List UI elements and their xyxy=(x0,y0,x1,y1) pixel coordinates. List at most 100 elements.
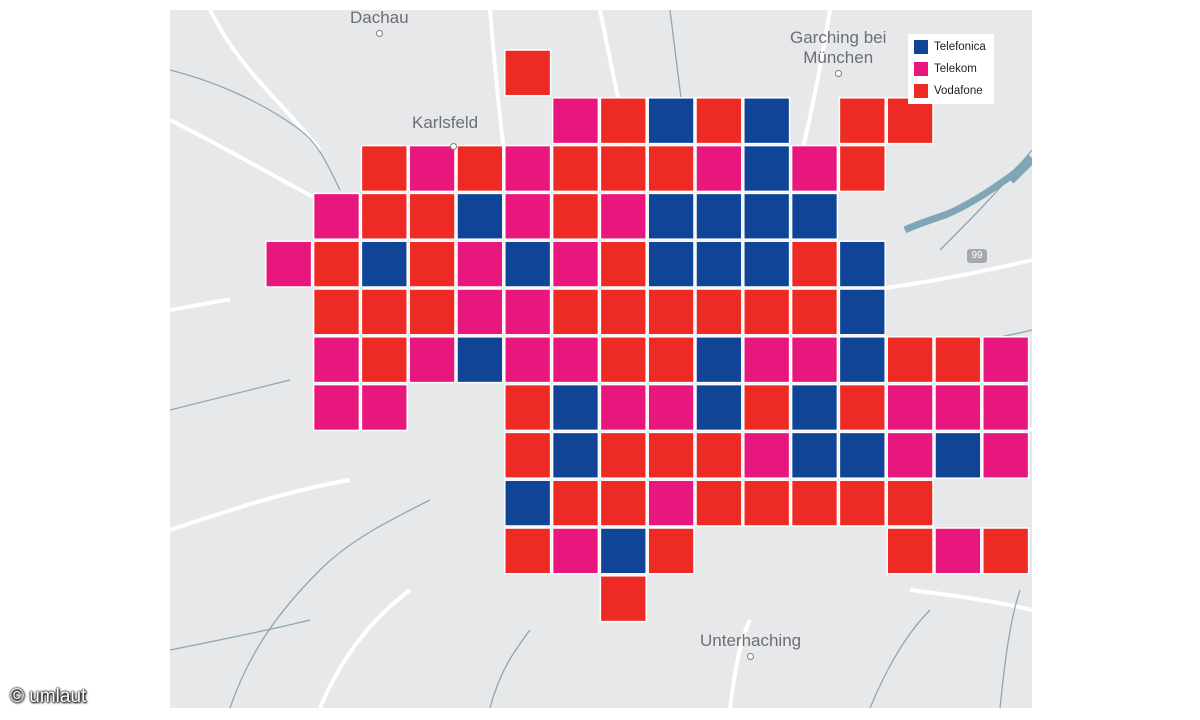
tile-vodafone[interactable] xyxy=(647,288,695,336)
tile-vodafone[interactable] xyxy=(408,192,456,240)
tile-telekom[interactable] xyxy=(934,527,982,575)
tile-vodafone[interactable] xyxy=(838,97,886,145)
tile-vodafone[interactable] xyxy=(360,336,408,384)
tile-vodafone[interactable] xyxy=(886,527,934,575)
tile-telekom[interactable] xyxy=(456,288,504,336)
tile-vodafone[interactable] xyxy=(312,240,361,288)
tile-telekom[interactable] xyxy=(312,336,361,384)
tile-vodafone[interactable] xyxy=(599,288,647,336)
tile-telefonica[interactable] xyxy=(360,240,408,288)
tile-telekom[interactable] xyxy=(599,192,647,240)
tile-vodafone[interactable] xyxy=(695,288,743,336)
tile-vodafone[interactable] xyxy=(934,336,982,384)
tile-vodafone[interactable] xyxy=(886,97,934,145)
tile-telekom[interactable] xyxy=(456,240,504,288)
tile-telefonica[interactable] xyxy=(504,479,552,527)
tile-telefonica[interactable] xyxy=(695,240,743,288)
tile-vodafone[interactable] xyxy=(599,575,647,623)
tile-vodafone[interactable] xyxy=(599,144,647,193)
tile-vodafone[interactable] xyxy=(838,383,886,432)
tile-telekom[interactable] xyxy=(886,383,934,432)
tile-telekom[interactable] xyxy=(743,336,791,384)
tile-vodafone[interactable] xyxy=(551,479,600,527)
tile-vodafone[interactable] xyxy=(790,288,839,336)
tile-telefonica[interactable] xyxy=(838,288,886,336)
tile-telefonica[interactable] xyxy=(647,240,695,288)
tile-vodafone[interactable] xyxy=(360,144,408,193)
tile-telefonica[interactable] xyxy=(456,336,504,384)
tile-vodafone[interactable] xyxy=(886,479,934,527)
tile-vodafone[interactable] xyxy=(743,479,791,527)
tile-vodafone[interactable] xyxy=(360,192,408,240)
tile-telekom[interactable] xyxy=(982,383,1030,432)
tile-vodafone[interactable] xyxy=(360,288,408,336)
map-view[interactable]: Dachau Garching bei München Karlsfeld Un… xyxy=(170,10,1032,708)
tile-vodafone[interactable] xyxy=(408,240,456,288)
tile-vodafone[interactable] xyxy=(312,288,361,336)
tile-telekom[interactable] xyxy=(408,144,456,193)
tile-telekom[interactable] xyxy=(647,479,695,527)
tile-vodafone[interactable] xyxy=(504,383,552,432)
tile-vodafone[interactable] xyxy=(599,336,647,384)
tile-telefonica[interactable] xyxy=(743,144,791,193)
tile-telefonica[interactable] xyxy=(790,192,839,240)
tile-telekom[interactable] xyxy=(790,144,839,193)
tile-telefonica[interactable] xyxy=(695,383,743,432)
tile-telefonica[interactable] xyxy=(456,192,504,240)
tile-telekom[interactable] xyxy=(647,383,695,432)
tile-telefonica[interactable] xyxy=(551,431,600,479)
tile-telefonica[interactable] xyxy=(838,240,886,288)
tile-telekom[interactable] xyxy=(551,240,600,288)
tile-vodafone[interactable] xyxy=(504,49,552,97)
tile-vodafone[interactable] xyxy=(551,144,600,193)
tile-telefonica[interactable] xyxy=(790,383,839,432)
tile-vodafone[interactable] xyxy=(838,144,886,193)
tile-vodafone[interactable] xyxy=(647,527,695,575)
tile-telefonica[interactable] xyxy=(743,97,791,145)
tile-telekom[interactable] xyxy=(934,383,982,432)
tile-vodafone[interactable] xyxy=(982,527,1030,575)
tile-vodafone[interactable] xyxy=(551,192,600,240)
tile-vodafone[interactable] xyxy=(695,97,743,145)
tile-vodafone[interactable] xyxy=(695,479,743,527)
tile-telekom[interactable] xyxy=(504,144,552,193)
tile-telekom[interactable] xyxy=(982,336,1030,384)
tile-telekom[interactable] xyxy=(886,431,934,479)
tile-telefonica[interactable] xyxy=(790,431,839,479)
tile-telefonica[interactable] xyxy=(838,336,886,384)
tile-telefonica[interactable] xyxy=(647,192,695,240)
tile-vodafone[interactable] xyxy=(743,288,791,336)
tile-telekom[interactable] xyxy=(504,192,552,240)
tile-telefonica[interactable] xyxy=(934,431,982,479)
tile-vodafone[interactable] xyxy=(743,383,791,432)
tile-vodafone[interactable] xyxy=(886,336,934,384)
tile-vodafone[interactable] xyxy=(551,288,600,336)
tile-vodafone[interactable] xyxy=(504,431,552,479)
tile-vodafone[interactable] xyxy=(790,479,839,527)
tile-telekom[interactable] xyxy=(982,431,1030,479)
tile-telefonica[interactable] xyxy=(743,240,791,288)
tile-telekom[interactable] xyxy=(551,336,600,384)
tile-vodafone[interactable] xyxy=(790,240,839,288)
tile-vodafone[interactable] xyxy=(695,431,743,479)
tile-telekom[interactable] xyxy=(790,336,839,384)
tile-telekom[interactable] xyxy=(743,431,791,479)
tile-telefonica[interactable] xyxy=(504,240,552,288)
tile-telekom[interactable] xyxy=(408,336,456,384)
tile-telekom[interactable] xyxy=(551,97,600,145)
tile-telekom[interactable] xyxy=(312,383,361,432)
tile-vodafone[interactable] xyxy=(599,431,647,479)
tile-vodafone[interactable] xyxy=(647,336,695,384)
tile-telekom[interactable] xyxy=(312,192,361,240)
tile-telefonica[interactable] xyxy=(599,527,647,575)
tile-vodafone[interactable] xyxy=(647,431,695,479)
tile-vodafone[interactable] xyxy=(599,97,647,145)
tile-telekom[interactable] xyxy=(599,383,647,432)
tile-telefonica[interactable] xyxy=(647,97,695,145)
tile-telekom[interactable] xyxy=(360,383,408,432)
tile-telefonica[interactable] xyxy=(838,431,886,479)
tile-telekom[interactable] xyxy=(695,144,743,193)
tile-telekom[interactable] xyxy=(504,288,552,336)
tile-telekom[interactable] xyxy=(504,336,552,384)
tile-telefonica[interactable] xyxy=(743,192,791,240)
